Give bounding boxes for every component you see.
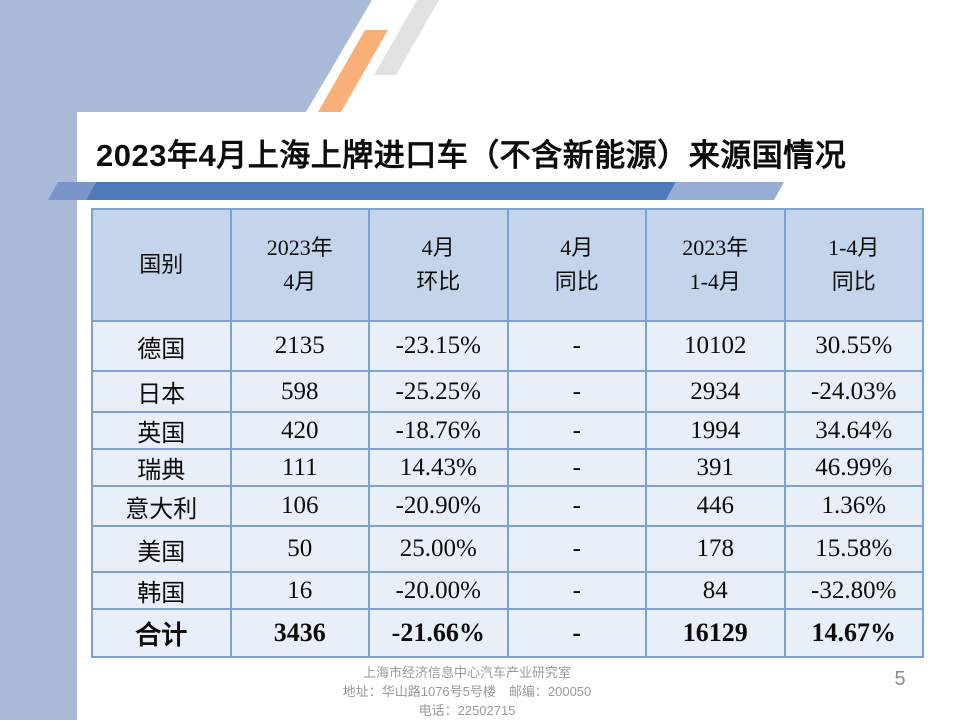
cell-value: 14.67% bbox=[783, 608, 924, 658]
table-row-total: 合计 3436 -21.66% - 16129 14.67% bbox=[91, 608, 924, 658]
cell-value: -20.90% bbox=[368, 485, 509, 527]
cell-value: - bbox=[506, 525, 647, 573]
cell-country: 英国 bbox=[91, 411, 232, 450]
cell-value: 30.55% bbox=[783, 320, 924, 372]
cell-value: - bbox=[506, 485, 647, 527]
cell-value: - bbox=[506, 608, 647, 658]
table-row: 韩国 16 -20.00% - 84 -32.80% bbox=[91, 571, 924, 610]
cell-value: 391 bbox=[645, 448, 786, 487]
col-header-ytd: 2023年 1-4月 bbox=[645, 208, 786, 322]
table-row: 瑞典 111 14.43% - 391 46.99% bbox=[91, 448, 924, 487]
cell-value: -18.76% bbox=[368, 411, 509, 450]
cell-value: 598 bbox=[229, 370, 370, 413]
table-header-row: 国别 2023年 4月 4月 环比 4月 同比 2023年 1-4月 1-4月 … bbox=[91, 208, 924, 322]
slide-footer: 上海市经济信息中心汽车产业研究室 地址：华山路1076号5号楼 邮编：20005… bbox=[77, 664, 857, 721]
cell-country: 合计 bbox=[91, 608, 232, 658]
cell-value: 10102 bbox=[645, 320, 786, 372]
cell-value: -23.15% bbox=[368, 320, 509, 372]
orange-stripe bbox=[318, 30, 388, 112]
cell-value: - bbox=[506, 448, 647, 487]
table-row: 意大利 106 -20.90% - 446 1.36% bbox=[91, 485, 924, 527]
import-car-origin-table: 国别 2023年 4月 4月 环比 4月 同比 2023年 1-4月 1-4月 … bbox=[91, 208, 924, 658]
cell-value: 1.36% bbox=[783, 485, 924, 527]
cell-value: 34.64% bbox=[783, 411, 924, 450]
col-header-apr: 2023年 4月 bbox=[229, 208, 370, 322]
col-header-country: 国别 bbox=[91, 208, 232, 322]
footer-phone-line: 电话：22502715 bbox=[418, 702, 516, 718]
cell-value: -21.66% bbox=[368, 608, 509, 658]
cell-country: 瑞典 bbox=[91, 448, 232, 487]
footer-address-line: 地址：华山路1076号5号楼 邮编：200050 bbox=[342, 683, 592, 699]
cell-value: 16 bbox=[229, 571, 370, 610]
table-header: 国别 2023年 4月 4月 环比 4月 同比 2023年 1-4月 1-4月 … bbox=[91, 208, 924, 322]
page-number: 5 bbox=[894, 668, 906, 690]
cell-value: 111 bbox=[229, 448, 370, 487]
cell-country: 意大利 bbox=[91, 485, 232, 527]
table-body: 德国 2135 -23.15% - 10102 30.55% 日本 598 -2… bbox=[91, 320, 924, 658]
table-row: 德国 2135 -23.15% - 10102 30.55% bbox=[91, 320, 924, 372]
cell-value: 50 bbox=[229, 525, 370, 573]
col-header-ytd-yoy: 1-4月 同比 bbox=[783, 208, 924, 322]
cell-value: 2934 bbox=[645, 370, 786, 413]
col-header-mom: 4月 环比 bbox=[368, 208, 509, 322]
footer-org-line: 上海市经济信息中心汽车产业研究室 bbox=[362, 665, 571, 680]
cell-value: 16129 bbox=[645, 608, 786, 658]
col-header-yoy: 4月 同比 bbox=[506, 208, 647, 322]
cell-value: -32.80% bbox=[783, 571, 924, 610]
cell-value: 420 bbox=[229, 411, 370, 450]
cell-value: 1994 bbox=[645, 411, 786, 450]
cell-value: -24.03% bbox=[783, 370, 924, 413]
cell-value: 178 bbox=[645, 525, 786, 573]
cell-country: 日本 bbox=[91, 370, 232, 413]
cell-value: -20.00% bbox=[368, 571, 509, 610]
table-row: 日本 598 -25.25% - 2934 -24.03% bbox=[91, 370, 924, 413]
cell-country: 德国 bbox=[91, 320, 232, 372]
gray-stripe bbox=[374, 0, 439, 75]
cell-value: 3436 bbox=[229, 608, 370, 658]
table-row: 美国 50 25.00% - 178 15.58% bbox=[91, 525, 924, 573]
cell-value: -25.25% bbox=[368, 370, 509, 413]
cell-country: 美国 bbox=[91, 525, 232, 573]
cell-value: 46.99% bbox=[783, 448, 924, 487]
cell-value: 25.00% bbox=[368, 525, 509, 573]
table-row: 英国 420 -18.76% - 1994 34.64% bbox=[91, 411, 924, 450]
cell-value: 106 bbox=[229, 485, 370, 527]
cell-value: - bbox=[506, 411, 647, 450]
cell-value: 446 bbox=[645, 485, 786, 527]
cell-value: 2135 bbox=[229, 320, 370, 372]
cell-value: 14.43% bbox=[368, 448, 509, 487]
cell-value: 15.58% bbox=[783, 525, 924, 573]
cell-country: 韩国 bbox=[91, 571, 232, 610]
cell-value: - bbox=[506, 320, 647, 372]
corner-accent-shape bbox=[0, 0, 372, 720]
cell-value: - bbox=[506, 370, 647, 413]
cell-value: 84 bbox=[645, 571, 786, 610]
cell-value: - bbox=[506, 571, 647, 610]
slide-title: 2023年4月上海上牌进口车（不含新能源）来源国情况 bbox=[96, 138, 847, 173]
